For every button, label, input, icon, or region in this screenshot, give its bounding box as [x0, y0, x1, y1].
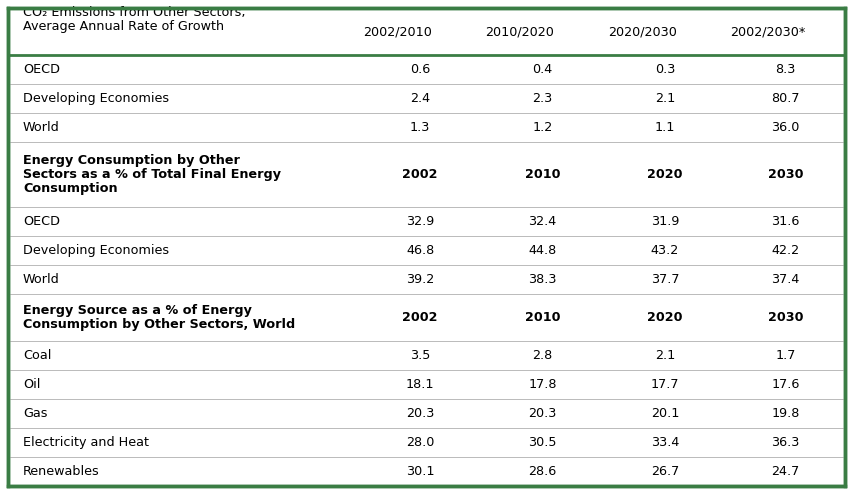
Text: 80.7: 80.7 [770, 92, 799, 105]
Text: 20.3: 20.3 [406, 407, 434, 420]
Text: 2002: 2002 [402, 311, 437, 324]
Text: 3.5: 3.5 [410, 349, 430, 362]
Text: Oil: Oil [23, 378, 40, 391]
Text: 2002: 2002 [402, 168, 437, 181]
Text: Energy Source as a % of Energy: Energy Source as a % of Energy [23, 304, 251, 317]
Text: Sectors as a % of Total Final Energy: Sectors as a % of Total Final Energy [23, 168, 280, 181]
Text: 18.1: 18.1 [406, 378, 434, 391]
Text: 0.3: 0.3 [654, 63, 675, 76]
Text: 2030: 2030 [767, 168, 803, 181]
Text: 1.7: 1.7 [774, 349, 795, 362]
Text: 36.3: 36.3 [770, 436, 799, 449]
Text: 2.4: 2.4 [410, 92, 429, 105]
Text: 37.4: 37.4 [770, 273, 799, 286]
Text: 30.1: 30.1 [406, 465, 434, 478]
Text: Developing Economies: Developing Economies [23, 244, 169, 257]
Text: 1.3: 1.3 [410, 121, 430, 134]
Text: 32.9: 32.9 [406, 215, 434, 228]
Text: 43.2: 43.2 [650, 244, 678, 257]
Text: 44.8: 44.8 [527, 244, 556, 257]
Text: 38.3: 38.3 [527, 273, 556, 286]
Text: 2002/2010: 2002/2010 [363, 25, 432, 38]
Text: 2020: 2020 [647, 311, 682, 324]
Text: 28.0: 28.0 [406, 436, 434, 449]
Text: 2002/2030*: 2002/2030* [729, 25, 804, 38]
Text: 30.5: 30.5 [527, 436, 556, 449]
Text: 20.3: 20.3 [527, 407, 556, 420]
Text: 2010: 2010 [524, 311, 560, 324]
Text: 2020/2030: 2020/2030 [607, 25, 676, 38]
Text: CO₂ Emissions from Other Sectors,: CO₂ Emissions from Other Sectors, [23, 6, 245, 19]
Text: 2.1: 2.1 [654, 349, 675, 362]
Text: Coal: Coal [23, 349, 51, 362]
Text: 42.2: 42.2 [770, 244, 798, 257]
Text: 37.7: 37.7 [650, 273, 678, 286]
Text: 2010: 2010 [524, 168, 560, 181]
Text: Average Annual Rate of Growth: Average Annual Rate of Growth [23, 20, 224, 33]
Text: 20.1: 20.1 [650, 407, 678, 420]
Text: 17.8: 17.8 [527, 378, 556, 391]
Text: 28.6: 28.6 [527, 465, 556, 478]
Text: Gas: Gas [23, 407, 48, 420]
Text: Electricity and Heat: Electricity and Heat [23, 436, 149, 449]
Text: 36.0: 36.0 [770, 121, 799, 134]
Text: Renewables: Renewables [23, 465, 100, 478]
Text: 46.8: 46.8 [406, 244, 434, 257]
Text: 24.7: 24.7 [770, 465, 799, 478]
Text: 2.3: 2.3 [532, 92, 552, 105]
Text: 39.2: 39.2 [406, 273, 434, 286]
Text: 2010/2020: 2010/2020 [484, 25, 553, 38]
Text: 2.8: 2.8 [532, 349, 552, 362]
Text: Consumption by Other Sectors, World: Consumption by Other Sectors, World [23, 318, 295, 331]
Text: 0.6: 0.6 [410, 63, 430, 76]
Text: 1.2: 1.2 [532, 121, 552, 134]
Text: 19.8: 19.8 [770, 407, 799, 420]
Text: Developing Economies: Developing Economies [23, 92, 169, 105]
Text: 8.3: 8.3 [774, 63, 795, 76]
Text: 31.9: 31.9 [650, 215, 678, 228]
Text: World: World [23, 121, 60, 134]
Text: OECD: OECD [23, 63, 60, 76]
Text: World: World [23, 273, 60, 286]
Text: OECD: OECD [23, 215, 60, 228]
Text: 17.7: 17.7 [650, 378, 678, 391]
Text: Consumption: Consumption [23, 182, 118, 195]
Text: 1.1: 1.1 [654, 121, 675, 134]
Text: 2.1: 2.1 [654, 92, 675, 105]
Text: 0.4: 0.4 [532, 63, 552, 76]
Text: 32.4: 32.4 [527, 215, 556, 228]
Text: 2030: 2030 [767, 311, 803, 324]
Text: Energy Consumption by Other: Energy Consumption by Other [23, 154, 239, 167]
Text: 26.7: 26.7 [650, 465, 678, 478]
Text: 33.4: 33.4 [650, 436, 678, 449]
Text: 17.6: 17.6 [770, 378, 799, 391]
Text: 2020: 2020 [647, 168, 682, 181]
Text: 31.6: 31.6 [770, 215, 799, 228]
